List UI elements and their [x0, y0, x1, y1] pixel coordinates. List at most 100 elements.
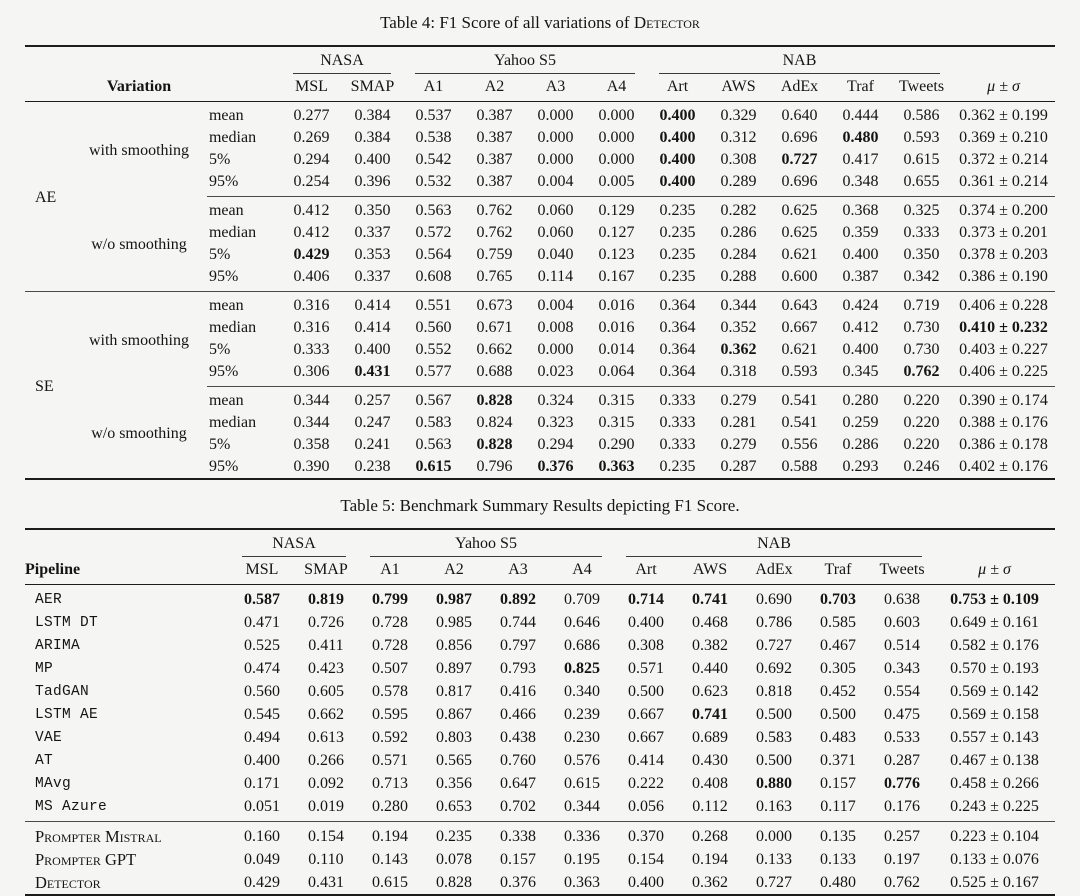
value-cell: 0.507	[371, 659, 408, 677]
value-cell: 0.728	[371, 636, 408, 654]
musigma-cell: 0.458 ± 0.266	[950, 774, 1039, 792]
value-cell: 0.703	[819, 590, 856, 608]
value-cell: 0.572	[415, 224, 452, 241]
value-cell: 0.615	[903, 151, 940, 168]
value-cell: 0.431	[341, 361, 403, 387]
value-cell: 0.281	[720, 414, 757, 431]
value-cell: 0.762	[884, 873, 920, 891]
value-cell: 0.363	[598, 458, 635, 475]
value-cell: 0.384	[354, 129, 391, 146]
value-cell: 0.135	[819, 827, 856, 845]
value-cell: 0.143	[371, 850, 408, 868]
value-cell: 0.282	[720, 202, 757, 219]
value-cell: 0.000	[537, 107, 574, 124]
value-cell: 0.023	[524, 361, 586, 387]
dataset-header: A4	[585, 75, 647, 102]
value-cell: 0.340	[563, 682, 600, 700]
table-row: Prompter Mistral 0.160 0.154 0.194 0.235 0.33…	[25, 822, 1055, 849]
value-cell: 0.533	[884, 728, 920, 746]
value-cell: 0.289	[707, 171, 769, 197]
stat-label: 5%	[208, 436, 231, 453]
musigma-cell: 0.388 ± 0.176	[959, 414, 1048, 431]
value-cell: 0.400	[646, 171, 708, 197]
column-header-row: Variation MSL SMAP A1 A2 A3 A4 Art AWS AdEx Traf Tw…	[24, 75, 1056, 102]
value-cell: 0.277	[293, 107, 330, 124]
musigma-cell: 0.569 ± 0.142	[950, 682, 1039, 700]
value-cell: 0.123	[598, 246, 635, 263]
value-cell: 0.480	[842, 129, 879, 146]
value-cell: 0.345	[829, 361, 891, 387]
value-cell: 0.000	[537, 129, 574, 146]
value-cell: 0.414	[627, 751, 664, 769]
value-cell: 0.376	[499, 873, 536, 891]
value-cell: 0.235	[659, 224, 696, 241]
pipeline-name: VAE	[34, 729, 62, 746]
value-cell: 0.284	[720, 246, 757, 263]
table-row: MP 0.474 0.423 0.507 0.897 0.793 0.825 0.571 0.4…	[25, 657, 1055, 680]
value-cell: 0.417	[842, 151, 879, 168]
musigma-cell: 0.390 ± 0.174	[959, 392, 1048, 409]
value-cell: 0.690	[755, 590, 792, 608]
value-cell: 0.235	[646, 266, 708, 292]
value-cell: 0.318	[707, 361, 769, 387]
header-spacer	[952, 46, 1055, 75]
pipeline-name: MP	[34, 660, 53, 677]
musigma-cell: 0.570 ± 0.193	[950, 659, 1039, 677]
value-cell: 0.608	[402, 266, 464, 292]
value-cell: 0.364	[659, 319, 696, 336]
value-cell: 0.727	[755, 636, 792, 654]
value-cell: 0.343	[884, 659, 920, 677]
table-row: SE with smoothing mean 0.316 0.414 0.551 0.673…	[25, 292, 1055, 395]
musigma-cell: 0.569 ± 0.158	[950, 705, 1039, 723]
table-row: Detector 0.429 0.431 0.615 0.828 0.376 0.363 0.…	[25, 871, 1055, 895]
value-cell: 0.595	[371, 705, 408, 723]
value-cell: 0.689	[691, 728, 728, 746]
value-cell: 0.400	[842, 341, 879, 358]
musigma-cell: 0.243 ± 0.225	[934, 795, 1056, 822]
musigma-cell: 0.373 ± 0.201	[959, 224, 1048, 241]
value-cell: 0.235	[659, 202, 696, 219]
group-header-row: NASA Yahoo S5 NAB	[25, 46, 1055, 75]
group-header: NAB	[614, 529, 934, 558]
table-row: 95% 0.254 0.396 0.532 0.387 0.004 0.005 0.400 0.…	[25, 171, 1056, 197]
value-cell: 0.605	[307, 682, 344, 700]
value-cell: 0.643	[781, 297, 818, 314]
stat-label: mean	[208, 202, 244, 219]
value-cell: 0.129	[598, 202, 635, 219]
value-cell: 0.615	[415, 458, 452, 475]
value-cell: 0.315	[598, 414, 635, 431]
value-cell: 0.333	[659, 414, 696, 431]
value-cell: 0.560	[243, 682, 280, 700]
value-cell: 0.254	[280, 171, 342, 197]
value-cell: 0.286	[842, 436, 879, 453]
value-cell: 0.390	[293, 458, 330, 475]
value-cell: 0.387	[476, 129, 513, 146]
value-cell: 0.765	[463, 266, 525, 292]
group-header: NAB	[647, 46, 952, 75]
value-cell: 0.078	[435, 850, 472, 868]
value-cell: 0.247	[354, 414, 391, 431]
group-header-label: NASA	[292, 52, 391, 74]
value-cell: 0.323	[537, 414, 574, 431]
pipeline-header: Pipeline	[24, 558, 230, 585]
value-cell: 0.337	[341, 266, 403, 292]
value-cell: 0.625	[781, 224, 818, 241]
header-spacer	[206, 75, 281, 102]
table4-caption-smallcaps: Detector	[633, 13, 700, 32]
musigma-cell: 0.362 ± 0.199	[959, 107, 1048, 124]
value-cell: 0.400	[354, 341, 391, 358]
value-cell: 0.337	[354, 224, 391, 241]
value-cell: 0.235	[659, 246, 696, 263]
stat-label: 5%	[208, 246, 231, 263]
value-cell: 0.110	[308, 850, 344, 868]
value-cell: 0.364	[646, 361, 708, 387]
value-cell: 0.246	[903, 458, 940, 475]
value-cell: 0.728	[371, 613, 408, 631]
value-cell: 0.444	[842, 107, 879, 124]
musigma-cell: 0.374 ± 0.200	[959, 202, 1048, 219]
value-cell: 0.329	[720, 107, 757, 124]
variation-label: w/o smoothing	[70, 196, 207, 292]
table5-body: AER 0.587 0.819 0.799 0.987 0.892 0.709 0.714 0.…	[24, 585, 1056, 896]
value-cell: 0.468	[691, 613, 728, 631]
musigma-cell: 0.406 ± 0.225	[952, 361, 1056, 387]
